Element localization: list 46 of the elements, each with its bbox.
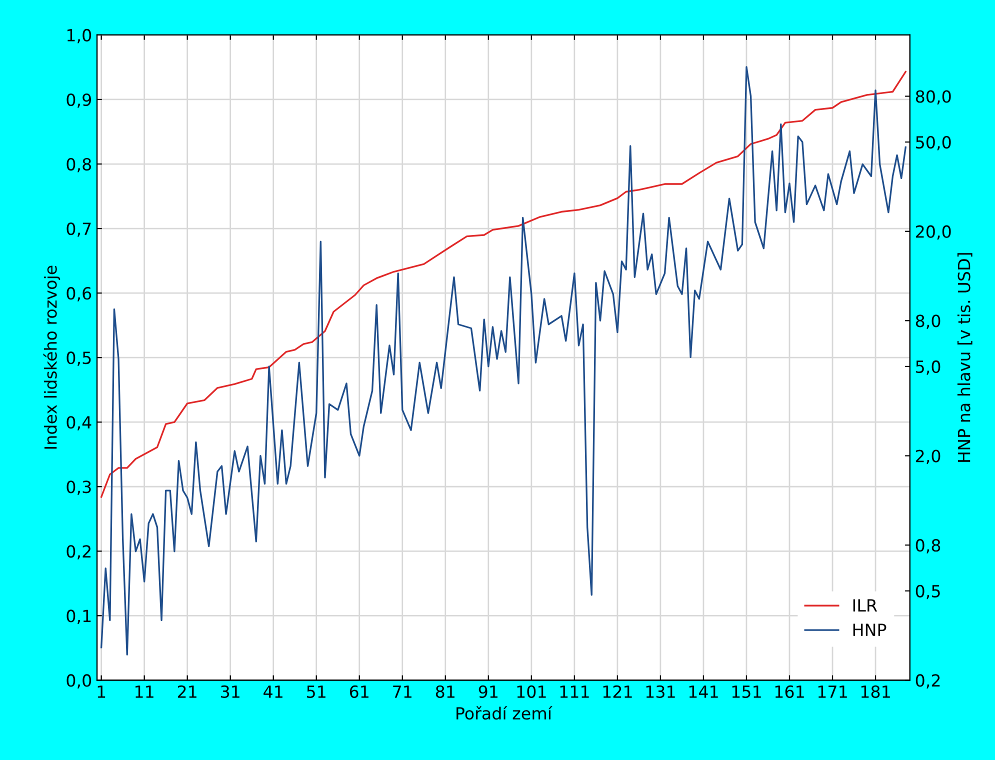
line-series <box>100 66 906 656</box>
x-tick-label: 161 <box>775 685 804 698</box>
y-tick-label: 0,1 <box>66 610 91 624</box>
x-tick-label: 151 <box>732 686 761 698</box>
x-tick-label: 11 <box>136 686 154 698</box>
y-tick-label: 1,0 <box>67 28 92 44</box>
legend-label: ILR <box>853 599 878 612</box>
y2-tick-label: 0,8 <box>916 539 940 554</box>
x-tick-label: 111 <box>560 686 589 698</box>
x-tick-label: 31 <box>221 685 240 698</box>
line-series <box>100 70 906 498</box>
y-tick-label: 0,6 <box>66 287 92 302</box>
y2-axis-title: HNP na hlavu [v tis. USD] <box>957 253 972 462</box>
y-axis-title: Index lidského rozvoje <box>43 266 60 449</box>
x-tick-label: 121 <box>603 685 632 698</box>
x-axis-title: Pořadí zemí <box>456 706 552 720</box>
y2-tick-label: 50,0 <box>916 136 951 150</box>
x-tick-label: 171 <box>818 686 847 698</box>
y2-tick-label: 8,0 <box>916 314 940 329</box>
x-tick-label: 101 <box>517 685 546 698</box>
x-tick-label: 131 <box>646 685 675 698</box>
x-tick-label: 181 <box>861 685 890 698</box>
x-tick-label: 1 <box>98 686 106 698</box>
y-tick-label: 0,9 <box>66 93 91 108</box>
x-tick-label: 81 <box>436 685 454 698</box>
x-tick-label: 21 <box>178 685 196 698</box>
y-tick-label: 0,2 <box>66 545 90 560</box>
y2-tick-label: 5,0 <box>916 360 940 375</box>
y-tick-label: 0,3 <box>66 480 91 495</box>
x-tick-label: 141 <box>689 686 718 698</box>
y-tick-label: 0,4 <box>66 416 92 430</box>
y2-tick-label: 0,5 <box>916 584 940 600</box>
x-tick-label: 41 <box>264 686 282 698</box>
y-tick-label: 0,5 <box>66 352 91 366</box>
legend-label: HNP <box>853 624 886 636</box>
x-tick-label: 71 <box>393 686 412 698</box>
y-tick-label: 0,8 <box>66 158 92 172</box>
y2-tick-label: 0,2 <box>916 674 940 688</box>
y2-tick-label: 2,0 <box>916 450 940 464</box>
y-tick-label: 0,0 <box>66 674 92 688</box>
y-tick-label: 0,7 <box>66 222 91 237</box>
y2-tick-label: 20,0 <box>916 225 951 240</box>
x-tick-label: 91 <box>478 685 498 698</box>
x-tick-label: 51 <box>307 686 326 698</box>
y2-tick-label: 80,0 <box>916 90 951 104</box>
x-tick-label: 61 <box>350 685 368 698</box>
